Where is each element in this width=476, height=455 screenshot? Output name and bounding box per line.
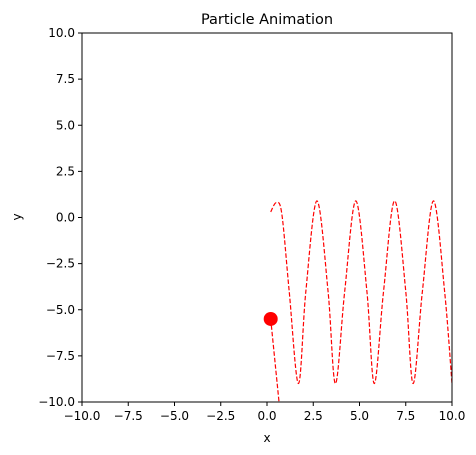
y-tick-label: 0.0 [56,211,75,225]
x-tick-label: −2.5 [206,409,235,423]
x-tick-label: 0.0 [257,409,276,423]
y-tick-label: −10.0 [38,395,75,409]
y-tick-label: −2.5 [46,257,75,271]
trajectory-line [270,200,452,385]
y-tick-label: 7.5 [56,72,75,86]
x-tick-label: 2.5 [304,409,323,423]
x-tick-label: −7.5 [114,409,143,423]
y-tick-label: −5.0 [46,303,75,317]
marker-layer [263,311,278,326]
x-tick-label: 10.0 [439,409,466,423]
trail-segment-line [270,318,280,402]
plot-area [81,32,453,403]
x-tick-label: −5.0 [160,409,189,423]
y-axis-ticks: −10.0 −7.5 −5.0 −2.5 0.0 2.5 5.0 7.5 10.0 [38,26,82,409]
y-tick-label: 10.0 [48,26,75,40]
x-tick-label: 5.0 [350,409,369,423]
series-layer [270,200,452,402]
x-axis-ticks: −10.0 −7.5 −5.0 −2.5 0.0 2.5 5.0 7.5 10.0 [64,402,466,423]
x-tick-label: −10.0 [64,409,101,423]
x-tick-label: 7.5 [396,409,415,423]
y-axis-label: y [10,213,24,220]
x-axis-label: x [263,431,270,445]
particle-marker [263,311,278,326]
plot-background [82,33,452,402]
y-tick-label: 5.0 [56,118,75,132]
chart-title: Particle Animation [201,12,333,28]
y-tick-label: −7.5 [46,349,75,363]
y-tick-label: 2.5 [56,164,75,178]
